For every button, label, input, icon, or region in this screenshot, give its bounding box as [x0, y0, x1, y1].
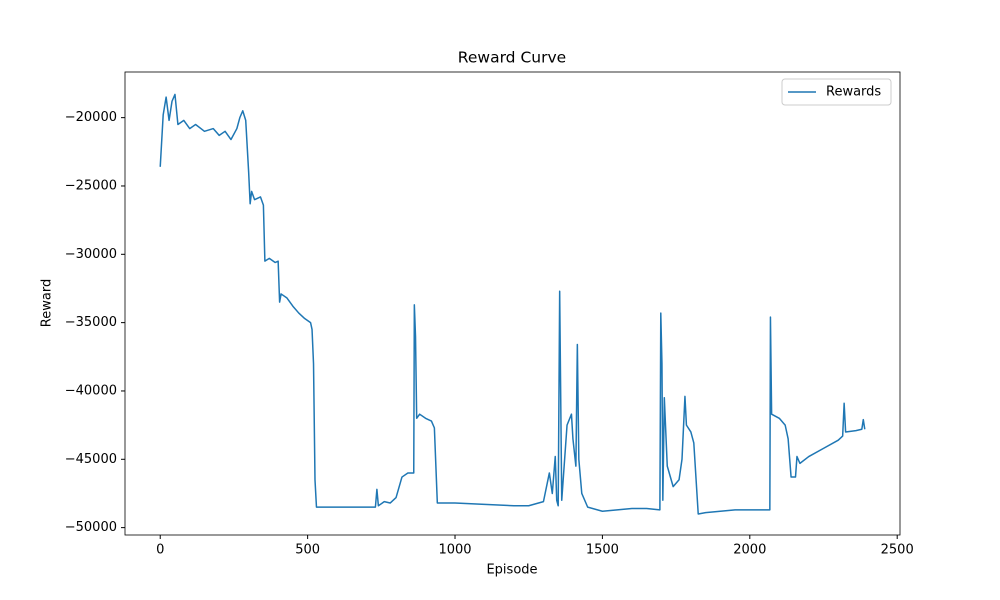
x-tick-label: 1000 [438, 543, 471, 558]
legend-label: Rewards [826, 85, 881, 100]
x-tick-label: 500 [295, 543, 320, 558]
y-tick-label: −30000 [65, 247, 117, 262]
y-tick-label: −50000 [65, 520, 117, 535]
y-tick-label: −25000 [65, 178, 117, 193]
y-tick-label: −45000 [65, 452, 117, 467]
x-tick-label: 2500 [881, 543, 914, 558]
y-tick-label: −20000 [65, 110, 117, 125]
x-tick-label: 1500 [586, 543, 619, 558]
y-tick-label: −35000 [65, 315, 117, 330]
chart-title: Reward Curve [458, 49, 566, 67]
x-axis-label: Episode [486, 563, 537, 578]
axes-frame [124, 71, 901, 536]
x-tick-label: 2000 [733, 543, 766, 558]
x-tick-label: 0 [156, 543, 164, 558]
data-line [159, 93, 866, 515]
y-tick-label: −40000 [65, 383, 117, 398]
y-axis-label: Reward [40, 279, 55, 327]
legend-box [781, 78, 892, 106]
